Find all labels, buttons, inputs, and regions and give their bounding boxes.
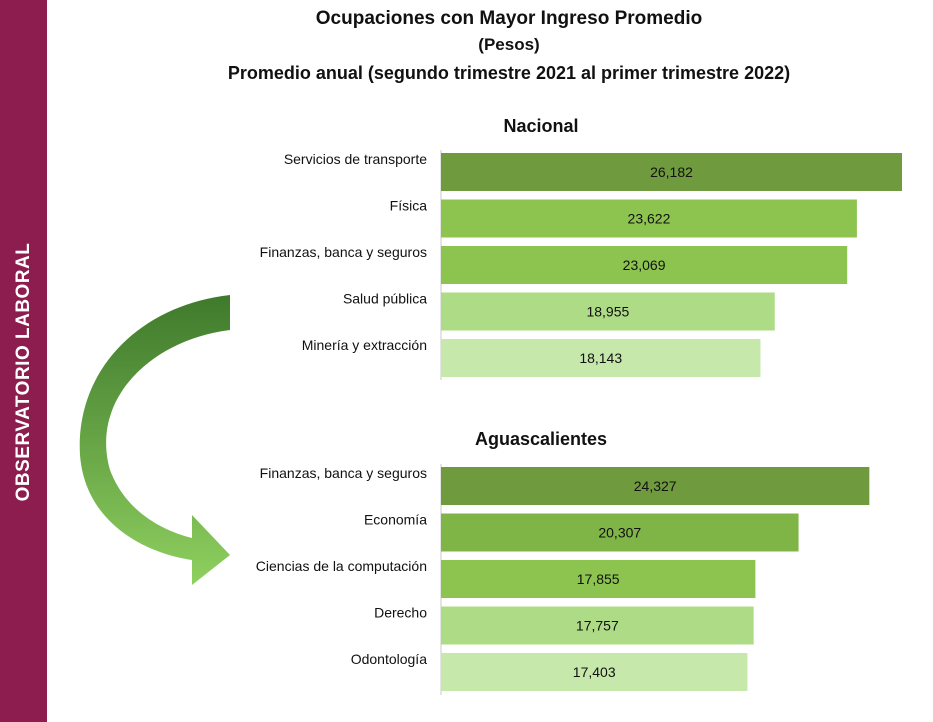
bar-value-label: 18,143 bbox=[579, 350, 622, 366]
bar-value-label: 17,855 bbox=[577, 571, 620, 587]
category-label: Odontología bbox=[351, 651, 427, 667]
bar-value-label: 17,757 bbox=[576, 618, 619, 634]
bar-value-label: 18,955 bbox=[586, 304, 629, 320]
category-label: Economía bbox=[364, 512, 427, 528]
bar bbox=[441, 606, 754, 645]
bar-value-label: 24,327 bbox=[634, 478, 677, 494]
bar bbox=[441, 560, 756, 598]
bar bbox=[441, 653, 748, 691]
bar-value-label: 26,182 bbox=[650, 164, 693, 180]
sidebar-band: OBSERVATORIO LABORAL bbox=[0, 0, 47, 722]
panel-title-aguascalientes: Aguascalientes bbox=[474, 429, 608, 449]
category-label: Derecho bbox=[374, 605, 427, 621]
category-label: Ciencias de la computación bbox=[256, 558, 427, 574]
chart-unit: (Pesos) bbox=[478, 35, 540, 54]
bar-value-label: 23,622 bbox=[628, 211, 671, 227]
bar bbox=[441, 246, 848, 284]
category-label: Servicios de transporte bbox=[284, 151, 427, 167]
bar bbox=[441, 292, 775, 331]
category-label: Finanzas, banca y seguros bbox=[260, 465, 427, 481]
bar-value-label: 23,069 bbox=[623, 257, 666, 273]
panel-title-nacional: Nacional bbox=[503, 116, 579, 136]
chart-title: Ocupaciones con Mayor Ingreso Promedio bbox=[315, 8, 703, 29]
bar bbox=[441, 467, 870, 505]
bar-value-label: 20,307 bbox=[598, 525, 641, 541]
chart-period: Promedio anual (segundo trimestre 2021 a… bbox=[227, 63, 791, 83]
bar bbox=[441, 153, 902, 191]
category-label: Salud pública bbox=[343, 291, 427, 307]
bar-value-label: 17,403 bbox=[573, 664, 616, 680]
category-label: Minería y extracción bbox=[302, 337, 427, 353]
bar bbox=[441, 199, 857, 238]
category-label: Finanzas, banca y seguros bbox=[260, 244, 427, 260]
curved-arrow-icon bbox=[79, 295, 230, 585]
bar bbox=[441, 513, 799, 552]
bar bbox=[441, 339, 761, 377]
category-label: Física bbox=[390, 198, 428, 214]
